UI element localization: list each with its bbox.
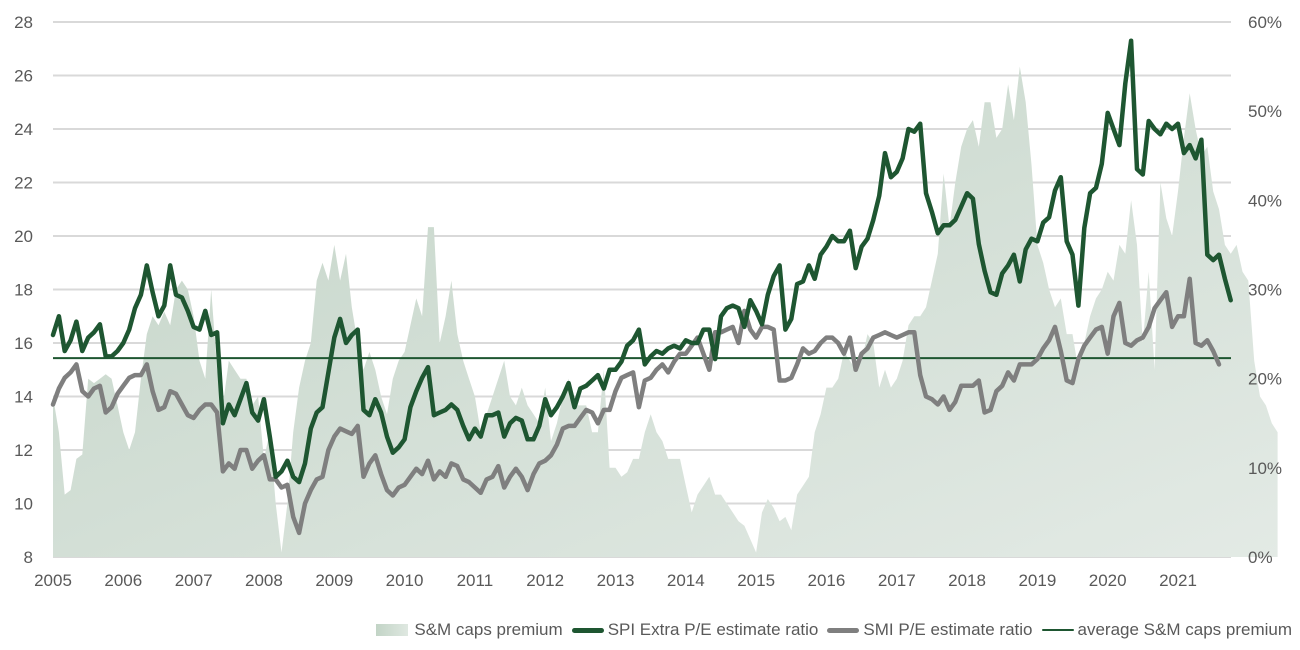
y-tick-label: 10 xyxy=(14,495,33,514)
area-series xyxy=(53,66,1278,557)
x-tick-label: 2005 xyxy=(34,571,72,590)
y2-tick-label: 30% xyxy=(1248,281,1282,300)
legend-label: average S&M caps premium xyxy=(1077,620,1292,639)
legend-swatch-line xyxy=(1041,629,1074,631)
legend-label: SMI P/E estimate ratio xyxy=(863,620,1033,639)
y-tick-label: 16 xyxy=(14,334,33,353)
x-tick-label: 2009 xyxy=(315,571,353,590)
y2-tick-label: 0% xyxy=(1248,548,1273,567)
x-tick-label: 2019 xyxy=(1018,571,1056,590)
x-tick-label: 2021 xyxy=(1159,571,1197,590)
x-tick-label: 2011 xyxy=(457,571,494,590)
line-smi-pe xyxy=(50,276,1222,536)
line-series xyxy=(50,38,1233,536)
y-tick-label: 28 xyxy=(14,13,33,32)
x-axis: 2005 2006 2007 2008 2009 2010 2011 2012 2013 2014… xyxy=(34,571,1197,590)
y2-tick-label: 60% xyxy=(1248,13,1282,32)
x-tick-label: 2006 xyxy=(104,571,142,590)
y-tick-label: 26 xyxy=(14,67,33,86)
x-tick-label: 2020 xyxy=(1089,571,1127,590)
legend-label: SPI Extra P/E estimate ratio xyxy=(607,620,819,639)
x-tick-label: 2012 xyxy=(526,571,564,590)
area-sm-caps-premium xyxy=(53,66,1278,557)
legend-item-spi-extra: SPI Extra P/E estimate ratio xyxy=(571,620,819,640)
y-tick-label: 22 xyxy=(14,174,33,193)
legend-swatch-line xyxy=(571,627,604,633)
legend-item-smi: SMI P/E estimate ratio xyxy=(827,620,1033,640)
y-axis-left: 8 10 12 14 16 18 20 22 24 26 28 xyxy=(14,13,33,567)
legend-label: S&M caps premium xyxy=(414,620,563,639)
chart: 8 10 12 14 16 18 20 22 24 26 28 0% 10% 20% 30% 40% 50% 6… xyxy=(14,13,1282,590)
y-tick-label: 24 xyxy=(14,120,33,139)
x-tick-label: 2013 xyxy=(597,571,635,590)
legend-swatch-area xyxy=(376,624,409,636)
y-axis-right: 0% 10% 20% 30% 40% 50% 60% xyxy=(1248,13,1282,567)
legend-item-sm-caps-premium: S&M caps premium xyxy=(376,620,563,640)
x-tick-label: 2018 xyxy=(948,571,986,590)
x-tick-label: 2017 xyxy=(878,571,916,590)
y2-tick-label: 40% xyxy=(1248,191,1282,210)
y2-tick-label: 10% xyxy=(1248,459,1282,478)
x-tick-label: 2008 xyxy=(245,571,283,590)
y-tick-label: 14 xyxy=(14,388,33,407)
x-tick-label: 2015 xyxy=(737,571,775,590)
y-tick-label: 8 xyxy=(24,548,33,567)
x-tick-label: 2010 xyxy=(386,571,424,590)
legend-item-average: average S&M caps premium xyxy=(1041,620,1292,640)
legend-swatch-line xyxy=(827,627,860,633)
y2-tick-label: 20% xyxy=(1248,370,1282,389)
y2-tick-label: 50% xyxy=(1248,102,1282,121)
y-tick-label: 20 xyxy=(14,227,33,246)
x-tick-label: 2014 xyxy=(667,571,705,590)
line-spi-extra-pe xyxy=(50,38,1233,485)
x-tick-label: 2016 xyxy=(808,571,846,590)
y-tick-label: 12 xyxy=(14,441,33,460)
legend: S&M caps premium SPI Extra P/E estimate … xyxy=(367,620,1292,640)
y-tick-label: 18 xyxy=(14,281,33,300)
x-tick-label: 2007 xyxy=(175,571,213,590)
